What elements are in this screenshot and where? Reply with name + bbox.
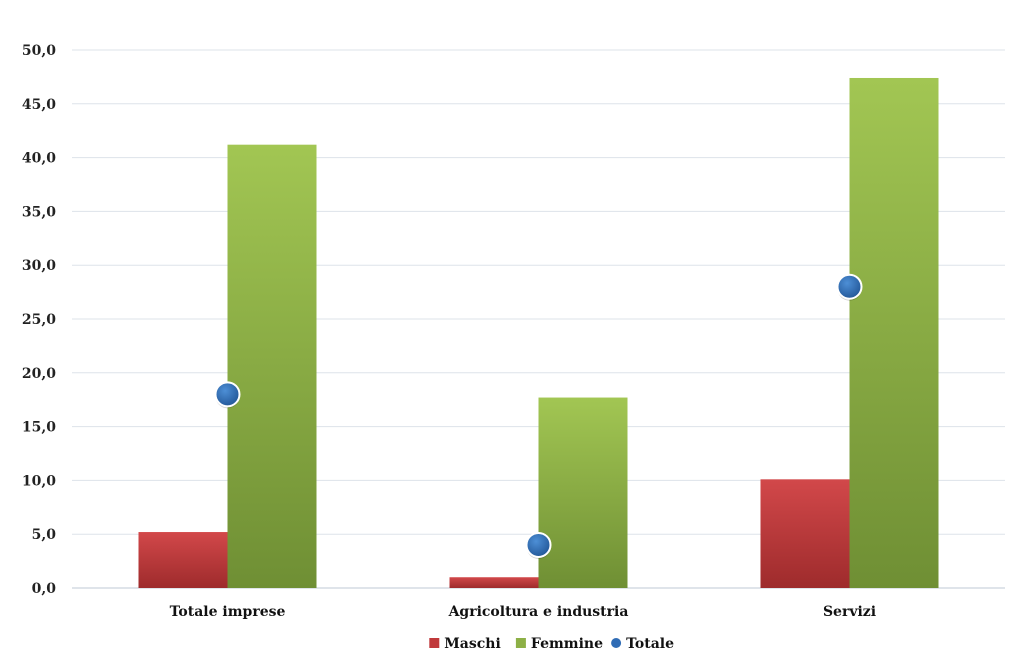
y-tick-label: 30,0 — [22, 258, 56, 274]
y-tick-label: 50,0 — [22, 43, 56, 59]
bar — [227, 144, 317, 589]
legend-swatch — [515, 638, 526, 648]
y-tick-label: 10,0 — [22, 473, 56, 489]
y-tick-label: 20,0 — [22, 366, 56, 382]
bar — [449, 577, 539, 588]
markers — [214, 273, 863, 559]
bar — [849, 77, 939, 588]
data-point — [525, 531, 552, 558]
y-tick-label: 5,0 — [32, 527, 57, 543]
bar — [760, 479, 850, 588]
legend-label: Totale — [626, 636, 674, 652]
x-axis: Totale imprese Agricoltura e industria Ser… — [170, 604, 876, 620]
x-tick-label: Servizi — [823, 604, 876, 620]
y-tick-label: 25,0 — [22, 312, 56, 328]
x-tick-label: Agricoltura e industria — [448, 604, 629, 620]
data-point — [836, 273, 863, 300]
y-tick-label: 45,0 — [22, 97, 56, 113]
y-tick-label: 0,0 — [32, 581, 57, 597]
x-tick-label: Totale imprese — [170, 604, 286, 620]
bar — [138, 532, 228, 588]
legend-swatch — [611, 638, 622, 648]
legend-label: Femmine — [531, 636, 603, 652]
legend-label: Maschi — [444, 636, 500, 652]
legend-swatch — [429, 638, 440, 648]
data-point — [214, 381, 241, 408]
y-tick-label: 15,0 — [22, 420, 56, 436]
y-tick-label: 40,0 — [22, 151, 56, 167]
bar — [538, 397, 628, 588]
legend: Maschi Femmine Totale — [429, 636, 674, 652]
bars — [138, 77, 939, 589]
y-axis: 0,0 5,0 10,0 15,0 20,0 25,0 30,0 35,0 40,0 45,0 50… — [22, 43, 56, 597]
y-tick-label: 35,0 — [22, 204, 56, 220]
